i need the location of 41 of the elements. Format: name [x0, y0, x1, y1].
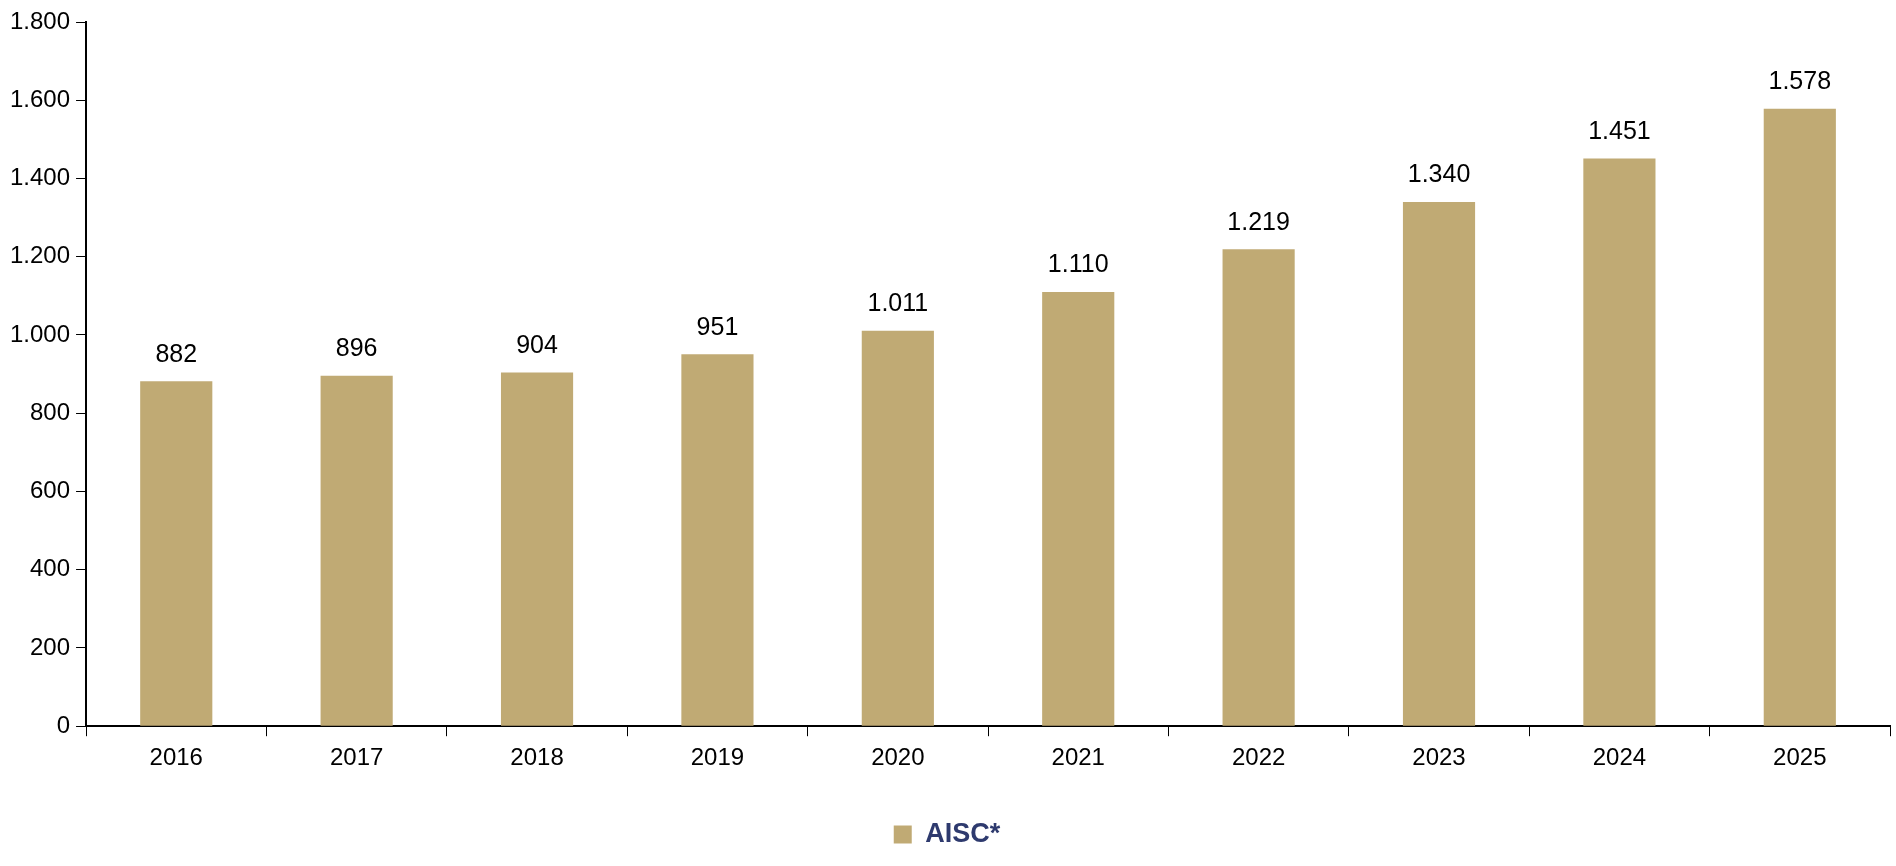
data-label: 1.011 [867, 288, 929, 317]
bar [1042, 291, 1115, 726]
y-tick-label: 1.600 [10, 84, 71, 112]
x-tick-label: 2021 [1051, 743, 1105, 771]
bar [140, 381, 213, 726]
x-tick-label: 2018 [510, 743, 564, 771]
y-tick-label: 1.400 [10, 163, 71, 191]
bar [1763, 108, 1836, 726]
y-tick-label: 400 [30, 554, 71, 582]
bar [1583, 158, 1656, 726]
data-label: 951 [696, 311, 739, 340]
bar [1222, 249, 1295, 726]
x-tick-label: 2025 [1773, 743, 1827, 771]
x-tick-label: 2017 [329, 743, 384, 771]
x-tick-label: 2016 [149, 743, 203, 771]
y-tick-label: 600 [30, 476, 71, 504]
x-tick-label: 2022 [1231, 743, 1286, 771]
bar [681, 354, 754, 726]
legend-label: AISC* [925, 817, 1001, 848]
y-tick-label: 1.200 [10, 241, 71, 269]
data-label: 1.451 [1588, 115, 1651, 144]
bar [500, 372, 574, 726]
x-tick-label: 2019 [690, 743, 745, 771]
y-tick-label: 800 [30, 397, 71, 425]
data-label: 1.219 [1227, 206, 1290, 235]
data-label: 1.578 [1768, 66, 1832, 95]
y-tick-label: 1.800 [10, 6, 71, 34]
data-label: 882 [155, 338, 198, 367]
x-tick-label: 2020 [871, 743, 925, 771]
bar [320, 375, 393, 726]
x-tick-label: 2023 [1412, 743, 1466, 771]
bar [1402, 201, 1476, 726]
bar [861, 330, 934, 726]
data-label: 896 [335, 333, 378, 362]
data-label: 1.110 [1047, 249, 1109, 278]
x-tick-label: 2024 [1592, 743, 1647, 771]
y-tick-label: 200 [30, 632, 71, 660]
data-label: 1.340 [1407, 159, 1471, 188]
y-tick-label: 1.000 [10, 319, 71, 347]
y-tick-label: 0 [56, 710, 71, 738]
data-label: 904 [516, 329, 558, 358]
